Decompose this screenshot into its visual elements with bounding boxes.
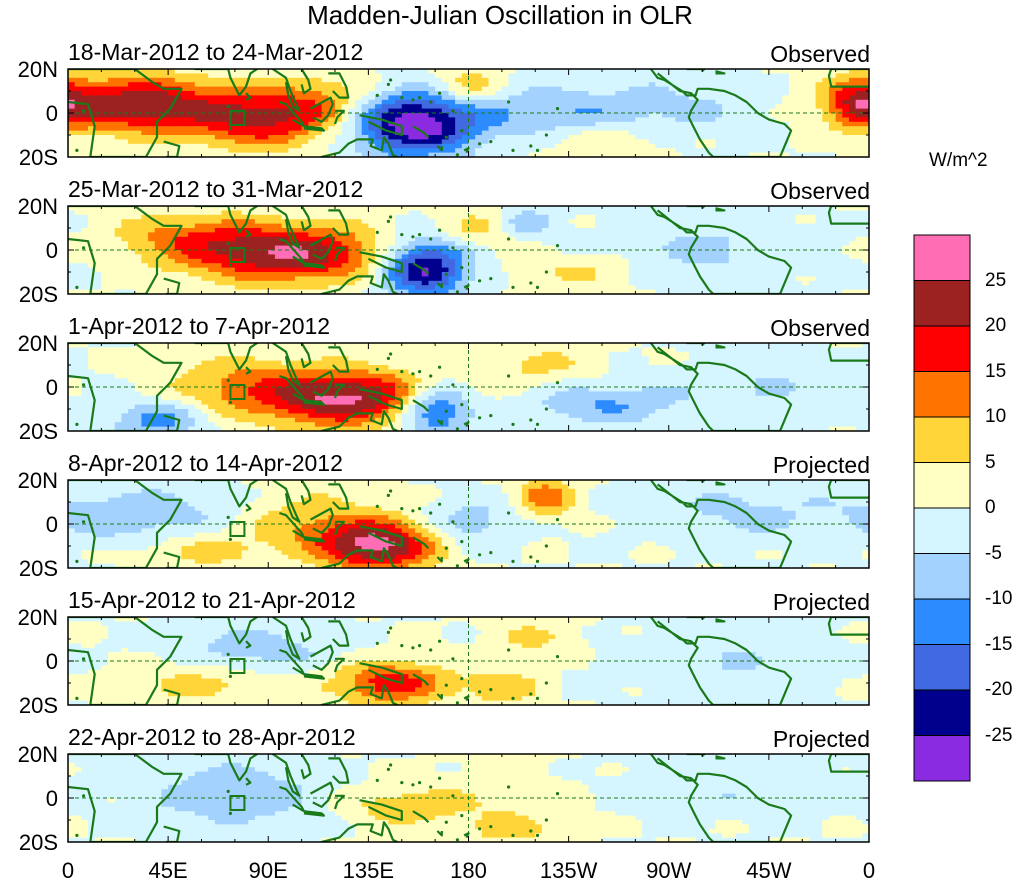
colorbar-bin <box>913 644 971 691</box>
y-tick-label: 20S <box>18 830 58 855</box>
x-tick-label: 90E <box>248 858 288 883</box>
x-tick-label: 180 <box>450 858 487 883</box>
panel-1 <box>67 68 870 158</box>
y-tick-label: 20S <box>18 419 58 444</box>
colorbar <box>913 234 971 782</box>
y-tick-label: 0 <box>45 238 58 263</box>
colorbar-bin <box>913 325 971 372</box>
y-tick-label: 20S <box>18 145 58 170</box>
colorbar-bin <box>913 234 971 281</box>
x-tick-label: 135E <box>342 858 395 883</box>
panel-4 <box>67 479 870 569</box>
y-tick-label: 20N <box>17 742 58 767</box>
y-tick-label: 20S <box>18 282 58 307</box>
x-tick-label: 90W <box>646 858 692 883</box>
panel-date-range: 15-Apr-2012 to 21-Apr-2012 <box>68 587 356 613</box>
x-tick-label: 45W <box>746 858 792 883</box>
y-tick-label: 0 <box>45 375 58 400</box>
colorbar-bin <box>913 462 971 509</box>
y-tick-label: 0 <box>45 512 58 537</box>
colorbar-label: -5 <box>985 542 1002 564</box>
colorbar-label: 15 <box>985 360 1007 382</box>
panel-5 <box>67 616 870 706</box>
panel-status: Projected <box>772 452 870 478</box>
panel-status: Observed <box>770 41 870 67</box>
x-tick-label: 0 <box>61 858 75 883</box>
colorbar-bin <box>913 689 971 736</box>
y-tick-label: 20S <box>18 693 58 718</box>
panel-6 <box>67 753 870 843</box>
panel-status: Observed <box>770 315 870 341</box>
colorbar-bin <box>913 371 971 418</box>
colorbar-label: 25 <box>985 269 1007 291</box>
colorbar-bin <box>913 553 971 600</box>
panel-date-range: 8-Apr-2012 to 14-Apr-2012 <box>68 450 343 476</box>
y-tick-label: 0 <box>45 101 58 126</box>
y-tick-label: 0 <box>45 649 58 674</box>
x-tick-label: 45E <box>148 858 188 883</box>
chart-title: Madden-Julian Oscillation in OLR <box>307 0 693 30</box>
panel-2 <box>67 205 870 295</box>
y-tick-label: 0 <box>45 786 58 811</box>
panel-3 <box>67 342 870 432</box>
panel-date-range: 18-Mar-2012 to 24-Mar-2012 <box>68 39 364 65</box>
colorbar-label: 5 <box>985 451 996 473</box>
y-tick-label: 20N <box>17 468 58 493</box>
panel-status: Projected <box>772 589 870 615</box>
x-tick-label: 135W <box>539 858 598 883</box>
panel-status: Observed <box>770 178 870 204</box>
colorbar-bin <box>913 507 971 554</box>
panel-date-range: 1-Apr-2012 to 7-Apr-2012 <box>68 313 331 339</box>
y-tick-label: 20N <box>17 57 58 82</box>
colorbar-label: -25 <box>985 724 1013 746</box>
colorbar-label: -20 <box>985 679 1013 700</box>
y-tick-label: 20S <box>18 556 58 581</box>
panel-status: Projected <box>772 726 870 752</box>
x-tick-label: 0 <box>862 858 876 883</box>
colorbar-units: W/m^2 <box>929 150 988 171</box>
y-tick-label: 20N <box>17 194 58 219</box>
colorbar-bin <box>913 416 971 463</box>
colorbar-bin <box>913 735 971 782</box>
colorbar-label: -10 <box>985 588 1013 609</box>
y-tick-label: 20N <box>17 605 58 630</box>
panel-date-range: 22-Apr-2012 to 28-Apr-2012 <box>68 724 356 750</box>
colorbar-label: 10 <box>985 406 1007 427</box>
colorbar-label: 20 <box>985 315 1007 336</box>
panel-date-range: 25-Mar-2012 to 31-Mar-2012 <box>68 176 364 202</box>
colorbar-bin <box>913 598 971 645</box>
colorbar-label: 0 <box>985 497 996 518</box>
colorbar-label: -15 <box>985 633 1013 655</box>
colorbar-bin <box>913 280 971 327</box>
y-tick-label: 20N <box>17 331 58 356</box>
